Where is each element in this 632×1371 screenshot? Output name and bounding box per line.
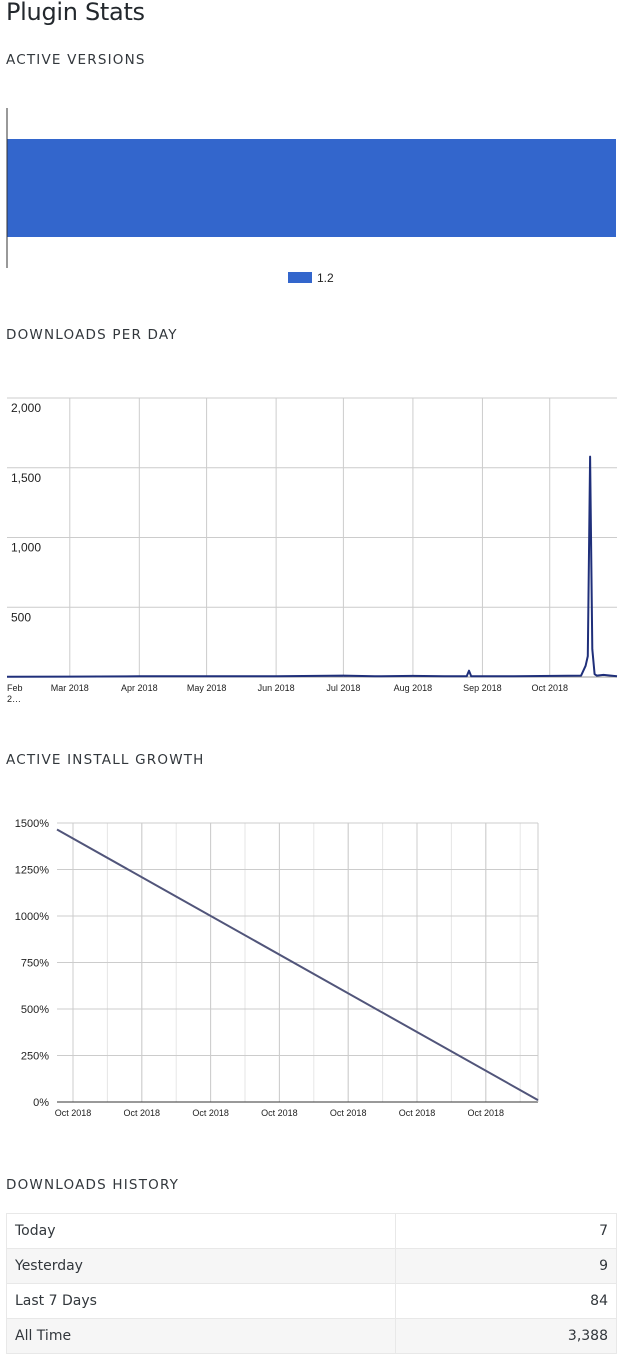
growth-y-tick-label: 1250%	[15, 865, 49, 877]
growth-y-tick-label: 500%	[21, 1004, 49, 1016]
legend-swatch-1-2	[288, 272, 312, 283]
growth-series-line	[56, 828, 539, 1101]
version-bar[interactable]	[7, 139, 616, 237]
growth-y-tick-label: 1500%	[15, 818, 49, 830]
page-title: Plugin Stats	[6, 0, 145, 26]
active-install-growth-heading: ACTIVE INSTALL GROWTH	[6, 752, 205, 768]
growth-x-tick-label: Oct 2018	[192, 1108, 229, 1118]
history-value: 84	[395, 1283, 617, 1319]
growth-y-tick-label: 0%	[33, 1097, 49, 1109]
dl-y-tick-label: 500	[11, 610, 31, 624]
downloads-per-day-chart: 2,000 1,500 1,000 500 Feb 2… Mar 2018 Apr 2018 M…	[6, 397, 618, 704]
dl-x-tick-label: Jul 2018	[326, 683, 360, 693]
dl-x-tick-label: May 2018	[187, 683, 227, 693]
growth-x-tick-label: Oct 2018	[468, 1108, 505, 1118]
history-label: Yesterday	[6, 1248, 396, 1284]
dl-y-tick-label: 2,000	[11, 401, 41, 415]
dl-x-tick-label: Oct 2018	[531, 683, 568, 693]
growth-y-tick-label: 750%	[21, 958, 49, 970]
history-label: Today	[6, 1213, 396, 1249]
dl-series-line	[6, 455, 618, 678]
growth-x-tick-label: Oct 2018	[330, 1108, 367, 1118]
active-install-growth-chart: Oct 2018 Oct 2018 Oct 2018 Oct 2018 Oct 2018…	[15, 818, 539, 1118]
history-label: Last 7 Days	[6, 1283, 396, 1319]
growth-x-tick-label: Oct 2018	[55, 1108, 92, 1118]
downloads-history-heading: DOWNLOADS HISTORY	[6, 1177, 180, 1193]
growth-x-tick-label: Oct 2018	[261, 1108, 298, 1118]
history-label: All Time	[6, 1318, 396, 1354]
history-row: Today 7	[6, 1213, 617, 1249]
dl-x-tick-label: Mar 2018	[51, 683, 89, 693]
downloads-history-table: Today 7 Yesterday 9 Last 7 Days 84 All Time 3,3…	[6, 1213, 617, 1354]
downloads-per-day-heading: DOWNLOADS PER DAY	[6, 327, 178, 343]
dl-x-tick-label: Jun 2018	[258, 683, 295, 693]
active-versions-chart: 1.2	[6, 108, 616, 285]
history-row: Last 7 Days 84	[6, 1283, 617, 1319]
active-versions-heading: ACTIVE VERSIONS	[6, 52, 146, 68]
history-value: 7	[395, 1213, 617, 1249]
history-row: All Time 3,388	[6, 1318, 617, 1354]
growth-x-tick-label: Oct 2018	[399, 1108, 436, 1118]
dl-x-tick-label: Aug 2018	[394, 683, 433, 693]
dl-y-tick-label: 1,000	[11, 541, 41, 555]
history-value: 9	[395, 1248, 617, 1284]
growth-y-tick-label: 250%	[21, 1051, 49, 1063]
dl-x-tick-label: Apr 2018	[121, 683, 158, 693]
dl-x-tick-label: Sep 2018	[463, 683, 502, 693]
history-value: 3,388	[395, 1318, 617, 1354]
dl-y-tick-label: 1,500	[11, 471, 41, 485]
dl-x-tick-label: Feb 2…	[7, 683, 23, 704]
growth-y-tick-label: 1000%	[15, 911, 49, 923]
growth-x-tick-label: Oct 2018	[124, 1108, 161, 1118]
history-row: Yesterday 9	[6, 1248, 617, 1284]
legend-label-1-2: 1.2	[317, 271, 334, 285]
